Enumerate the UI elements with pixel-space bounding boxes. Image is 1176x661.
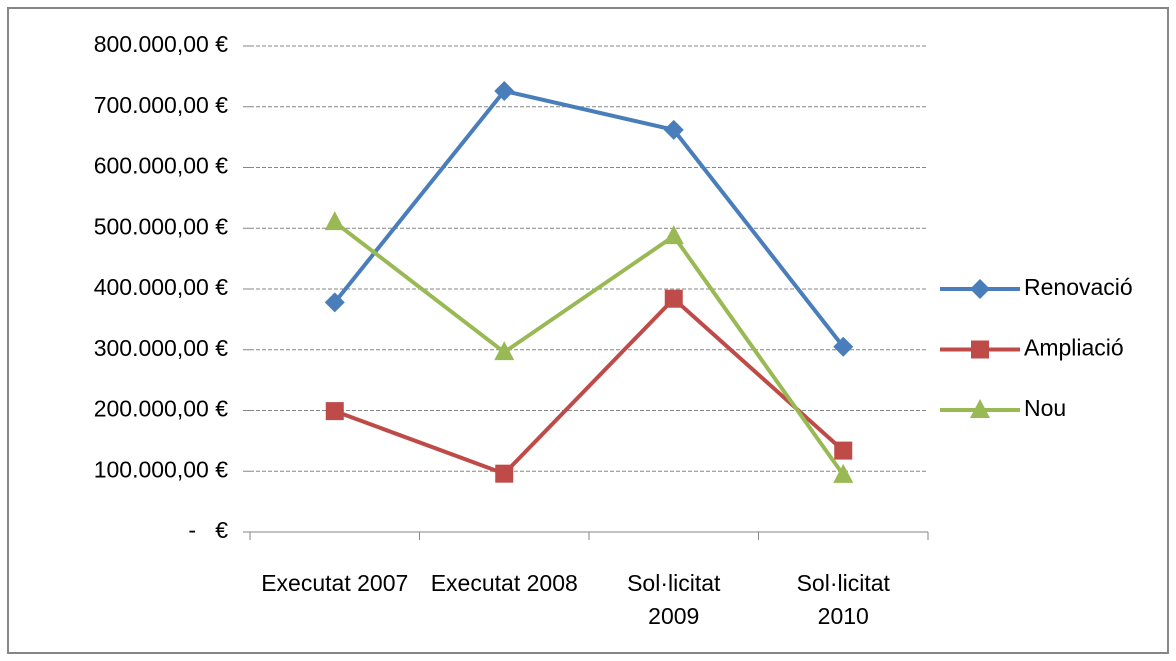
y-tick-label: 600.000,00 €: [94, 153, 229, 179]
marker: [324, 211, 345, 231]
series-line: [334, 296, 845, 476]
x-tick-label: Executat 2008: [430, 570, 578, 596]
marker: [495, 464, 514, 483]
legend-label: Renovació: [1024, 274, 1133, 300]
marker: [494, 80, 515, 101]
x-tick-label: Executat 2007: [261, 570, 409, 596]
legend-label: Ampliació: [1024, 335, 1124, 361]
marker: [834, 441, 853, 460]
y-tick-label: 200.000,00 €: [94, 396, 229, 422]
marker: [325, 402, 344, 421]
marker: [663, 119, 684, 140]
series-line: [333, 88, 845, 348]
y-tick-label: 700.000,00 €: [94, 92, 229, 118]
y-tick-label: 800.000,00 €: [94, 31, 229, 57]
legend-label: Nou: [1024, 395, 1066, 421]
marker: [324, 292, 345, 313]
x-tick-label: Sol·licitat 2010: [796, 570, 890, 629]
series-line: [333, 220, 845, 477]
y-tick-label: 100.000,00 €: [94, 456, 229, 482]
marker: [833, 336, 854, 357]
y-tick-label: 300.000,00 €: [94, 335, 229, 361]
y-tick-label: 500.000,00 €: [94, 213, 229, 239]
marker: [971, 340, 989, 359]
x-tick-label: Sol·licitat 2009: [627, 570, 721, 629]
marker: [664, 289, 683, 308]
marker: [970, 399, 990, 418]
y-tick-label: - €: [188, 517, 228, 543]
marker: [833, 463, 854, 483]
marker: [494, 341, 515, 361]
marker: [663, 225, 684, 245]
y-tick-label: 400.000,00 €: [94, 274, 229, 300]
chart-border: [7, 7, 1169, 654]
marker: [970, 279, 990, 299]
